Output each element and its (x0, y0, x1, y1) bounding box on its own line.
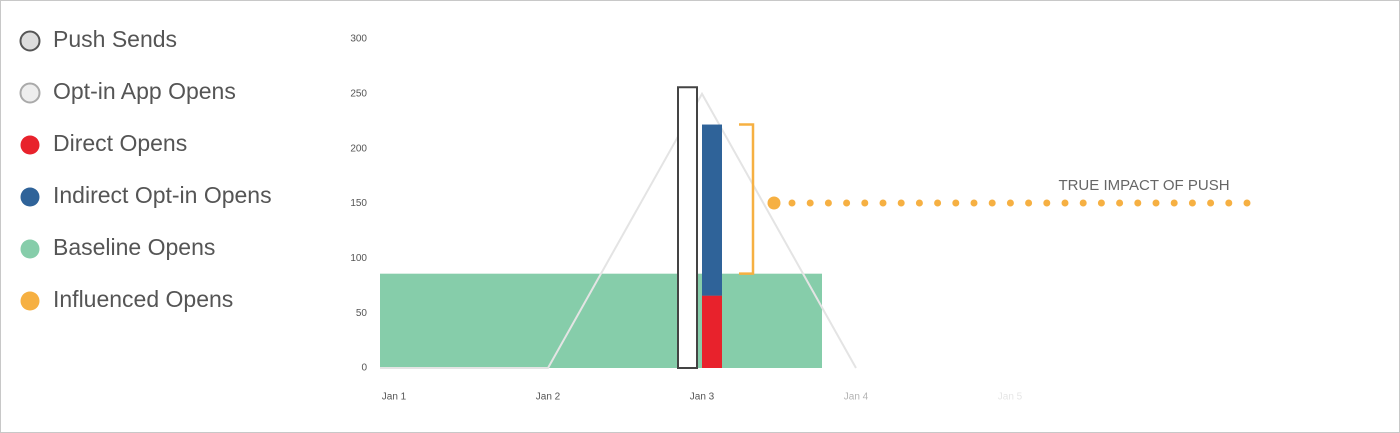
baseline-area (625, 273, 822, 368)
legend-marker (19, 82, 41, 104)
push-sends-bar (677, 86, 698, 370)
influenced-trail (861, 199, 869, 207)
opt-in-line (380, 91, 857, 369)
influenced-trail (1061, 199, 1069, 207)
y-tick-label: 300 (350, 34, 367, 45)
legend-marker (20, 239, 40, 259)
legend-marker (20, 187, 40, 207)
influenced-trail (1188, 199, 1196, 207)
legend-label: Opt-in App Opens (53, 78, 236, 104)
influenced-trail (806, 199, 814, 207)
legend-marker (20, 135, 40, 155)
legend-label: Baseline Opens (53, 234, 215, 260)
influenced-trail (1006, 199, 1014, 207)
influenced-trail (915, 199, 923, 207)
influenced-trail (1025, 199, 1033, 207)
influenced-trail (1225, 199, 1233, 207)
influenced-trail (988, 199, 996, 207)
influenced-trail (1243, 199, 1251, 207)
influenced-trail (952, 199, 960, 207)
influenced-trail (1043, 199, 1051, 207)
influenced-trail (1134, 199, 1142, 207)
influenced-bracket (739, 123, 755, 275)
annotation: TRUE IMPACT OF PUSH (1058, 177, 1229, 194)
legend-marker (19, 30, 41, 52)
x-tick-label: Jan 4 (844, 392, 869, 403)
influenced-trail (897, 199, 905, 207)
influenced-trail (1207, 199, 1215, 207)
influenced-trail (1116, 199, 1124, 207)
legend-label: Push Sends (53, 26, 177, 52)
y-tick-label: 0 (361, 363, 367, 374)
x-tick-label: Jan 3 (690, 392, 715, 403)
influenced-trail (788, 199, 796, 207)
x-tick-label: Jan 2 (536, 392, 561, 403)
y-tick-label: 50 (356, 308, 368, 319)
influenced-trail (879, 199, 887, 207)
baseline-area (380, 273, 471, 368)
influenced-trail (934, 199, 942, 207)
influenced-trail (1079, 199, 1087, 207)
legend-label: Direct Opens (53, 130, 187, 156)
y-tick-label: 150 (350, 198, 367, 209)
direct-opens-bar (702, 295, 722, 368)
influenced-trail (1097, 199, 1105, 207)
influenced-dot (767, 196, 781, 210)
influenced-trail (824, 199, 832, 207)
y-tick-label: 200 (350, 143, 367, 154)
y-tick-label: 250 (350, 88, 367, 99)
x-tick-label: Jan 5 (998, 392, 1023, 403)
y-tick-label: 100 (350, 253, 367, 264)
x-tick-label: Jan 1 (382, 392, 407, 403)
influenced-trail (970, 199, 978, 207)
indirect-opens-bar (702, 124, 722, 296)
legend-label: Indirect Opt-in Opens (53, 182, 272, 208)
legend-label: Influenced Opens (53, 286, 233, 312)
influenced-trail (843, 199, 851, 207)
influenced-trail (1152, 199, 1160, 207)
legend-marker (20, 291, 40, 311)
influenced-trail (1170, 199, 1178, 207)
baseline-area (471, 273, 625, 368)
